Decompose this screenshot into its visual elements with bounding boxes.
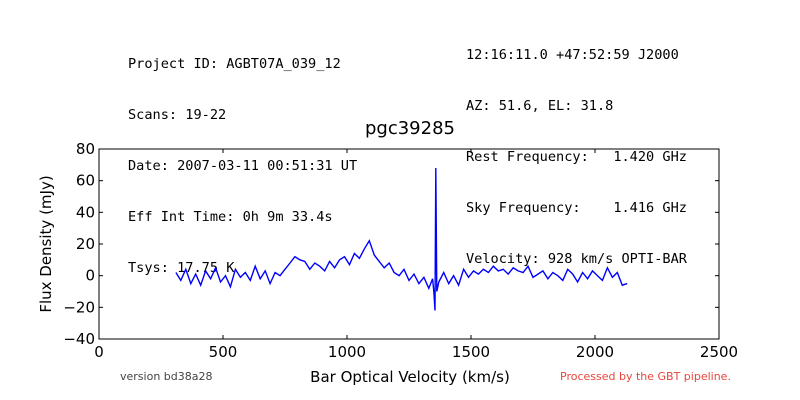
plot-frame (98, 148, 720, 340)
y-tick-label: 60 (76, 172, 95, 190)
x-tick-label: 1500 (452, 343, 490, 361)
x-axis-label: Bar Optical Velocity (km/s) (310, 368, 510, 386)
sky-frequency-line: Sky Frequency: 1.416 GHz (466, 200, 687, 216)
rest-frequency-line: Rest Frequency: 1.420 GHz (466, 149, 687, 165)
y-axis-label: Flux Density (mJy) (37, 175, 55, 312)
x-tick-label: 2500 (700, 343, 738, 361)
scans-line: Scans: 19-22 (128, 107, 227, 123)
coordinates-line: 12:16:11.0 +47:52:59 J2000 (466, 47, 679, 63)
az-el-line: AZ: 51.6, EL: 31.8 (466, 98, 614, 114)
y-tick-label: 80 (76, 140, 95, 158)
y-tick-label: 0 (85, 267, 95, 285)
tsys-line: Tsys: 17.75 K (128, 260, 235, 276)
x-tick-label: 1000 (328, 343, 366, 361)
y-tick-label: −20 (63, 298, 95, 316)
y-axis: −40 −20 0 20 40 60 80 (63, 140, 719, 348)
y-tick-label: 20 (76, 235, 95, 253)
x-tick-label: 0 (94, 343, 104, 361)
version-label: version bd38a28 (120, 370, 213, 383)
header-right-block: 12:16:11.0 +47:52:59 J2000 AZ: 51.6, EL:… (466, 13, 687, 285)
x-tick-label: 2000 (576, 343, 614, 361)
chart-title: pgc39285 (365, 118, 455, 139)
y-tick-label: 40 (76, 203, 95, 221)
pipeline-label: Processed by the GBT pipeline. (560, 370, 731, 383)
x-axis: 0 500 1000 1500 2000 2500 (94, 149, 738, 361)
eff-int-time-line: Eff Int Time: 0h 9m 33.4s (128, 209, 333, 225)
series-line (175, 167, 628, 311)
header-left-block: Project ID: AGBT07A_039_12 Scans: 19-22 … (128, 22, 357, 294)
velocity-line: Velocity: 928 km/s OPTI-BAR (466, 251, 687, 267)
project-id-line: Project ID: AGBT07A_039_12 (128, 56, 341, 72)
y-tick-label: −40 (63, 330, 95, 348)
x-tick-label: 500 (209, 343, 238, 361)
date-line: Date: 2007-03-11 00:51:31 UT (128, 158, 358, 174)
